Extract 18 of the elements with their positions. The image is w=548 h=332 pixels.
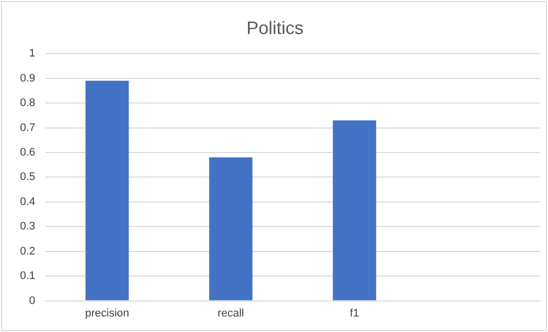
x-tick-label: f1	[350, 307, 360, 320]
y-tick-label: 0.7	[20, 122, 36, 134]
y-tick-label: 0.3	[20, 220, 36, 233]
y-tick-label: 0.4	[20, 196, 36, 208]
y-tick-label: 1	[29, 48, 36, 60]
y-tick-label: 0.5	[20, 171, 36, 184]
bar	[332, 120, 376, 300]
y-tick-label: 0.8	[20, 97, 36, 110]
x-tick-label: precision	[85, 307, 130, 320]
chart-title: Politics	[246, 18, 304, 38]
bar	[209, 157, 252, 300]
x-tick-label: recall	[218, 307, 244, 320]
y-tick-label: 0.1	[20, 270, 36, 282]
bar	[85, 80, 129, 300]
y-tick-label: 0.2	[20, 245, 36, 258]
y-tick-label: 0	[29, 294, 36, 307]
y-tick-label: 0.6	[20, 146, 36, 159]
y-tick-label: 0.9	[20, 72, 36, 84]
